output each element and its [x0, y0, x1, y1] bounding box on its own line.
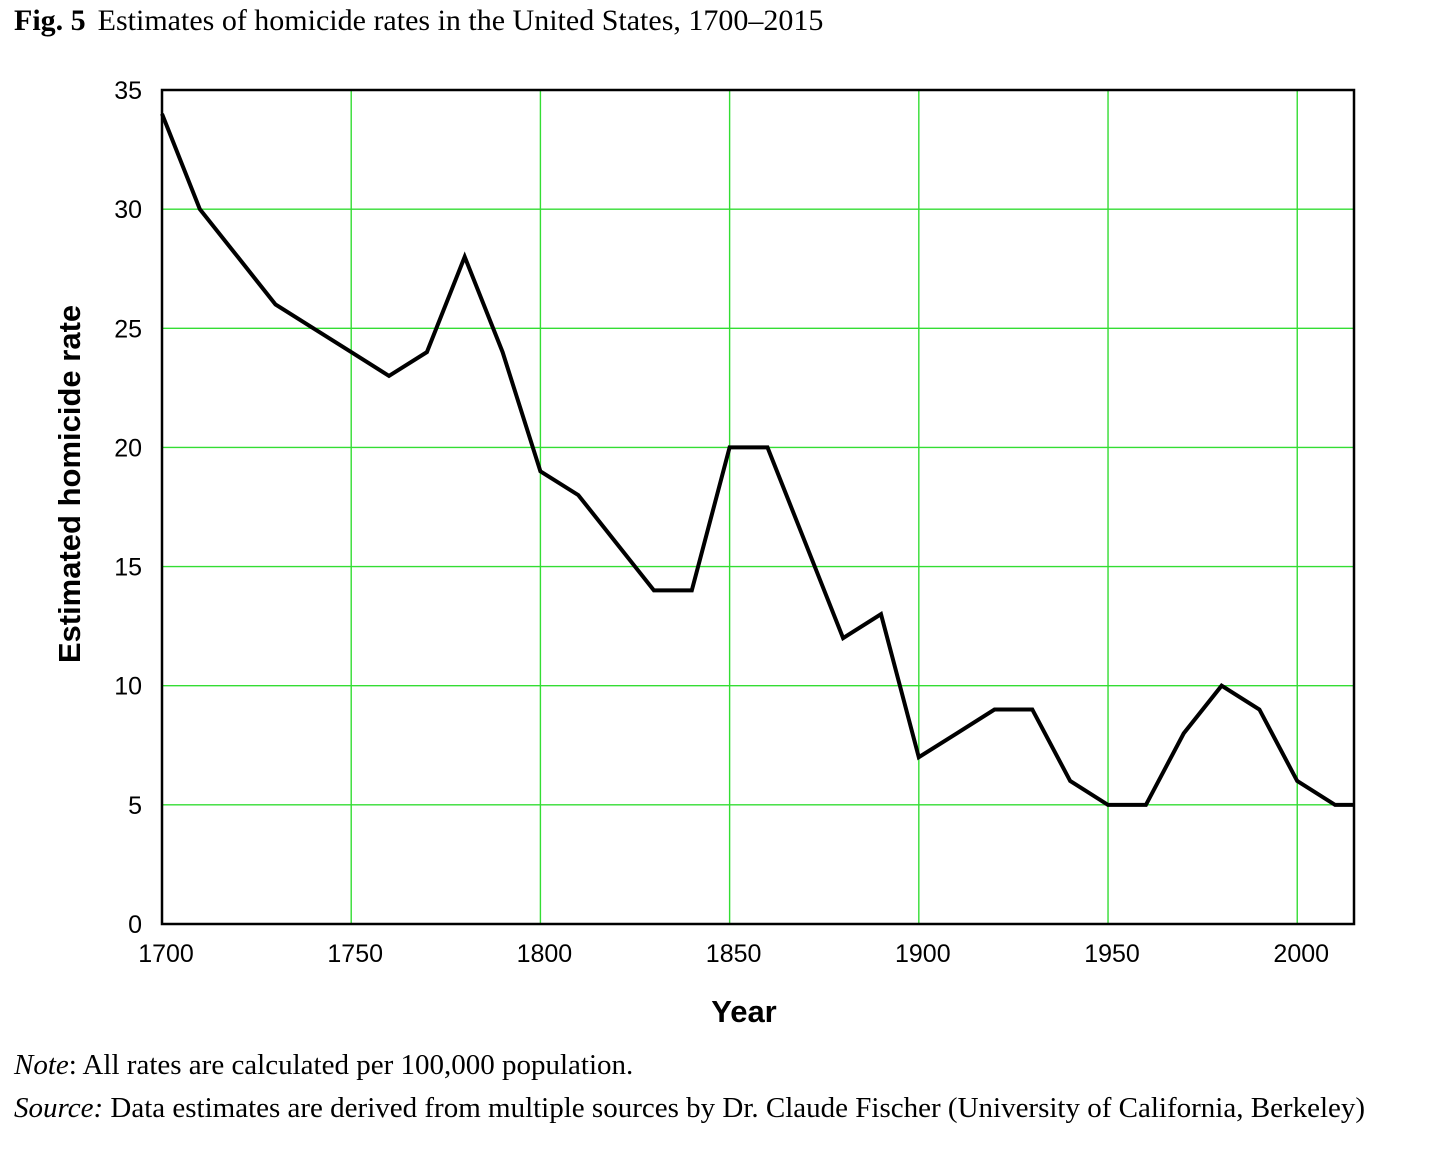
note-label: Note: [14, 1049, 69, 1081]
y-tick-label-0: 0: [128, 911, 142, 939]
figure-caption: Fig. 5 Estimates of homicide rates in the…: [14, 4, 823, 38]
figure-title: Estimates of homicide rates in the Unite…: [97, 4, 824, 37]
y-tick-label-30: 30: [114, 196, 142, 224]
x-tick-label-2000: 2000: [1273, 940, 1329, 968]
y-tick-label-25: 25: [114, 315, 142, 343]
y-tick-label-35: 35: [114, 77, 142, 105]
x-axis-title: Year: [711, 994, 777, 1029]
y-tick-label-5: 5: [128, 792, 142, 820]
grid-lines: [162, 90, 1354, 924]
note-line: Note: All rates are calculated per 100,0…: [14, 1044, 1450, 1087]
x-tick-label-1800: 1800: [517, 940, 573, 968]
x-tick-label-1850: 1850: [706, 940, 762, 968]
figure-number: Fig. 5: [14, 4, 86, 37]
y-tick-label-10: 10: [114, 673, 142, 701]
note-text: : All rates are calculated per 100,000 p…: [68, 1049, 634, 1081]
homicide-rate-line-chart: 1700 1750 1800 1850 1900 1950 2000 0 5 10 15 20 25 3…: [52, 77, 1356, 1029]
series-line-0: [160, 113, 1354, 807]
plot-frame: [160, 88, 1356, 926]
y-axis-title: Estimated homicide rate: [52, 305, 87, 663]
y-tick-label-20: 20: [114, 434, 142, 462]
figure-notes: Note: All rates are calculated per 100,0…: [14, 1044, 1450, 1130]
x-tick-label-1750: 1750: [327, 940, 383, 968]
x-tick-label-1900: 1900: [895, 940, 951, 968]
x-tick-labels: 1700 1750 1800 1850 1900 1950 2000: [138, 940, 1329, 968]
y-tick-label-15: 15: [114, 554, 142, 582]
source-text: Data estimates are derived from multiple…: [103, 1092, 1366, 1124]
source-label: Source:: [14, 1092, 104, 1124]
x-tick-label-1950: 1950: [1084, 940, 1140, 968]
y-tick-labels: 0 5 10 15 20 25 30 35: [114, 77, 142, 939]
source-line: Source: Data estimates are derived from …: [14, 1087, 1450, 1130]
x-tick-label-1700: 1700: [138, 940, 194, 968]
series-layer: [160, 113, 1355, 807]
